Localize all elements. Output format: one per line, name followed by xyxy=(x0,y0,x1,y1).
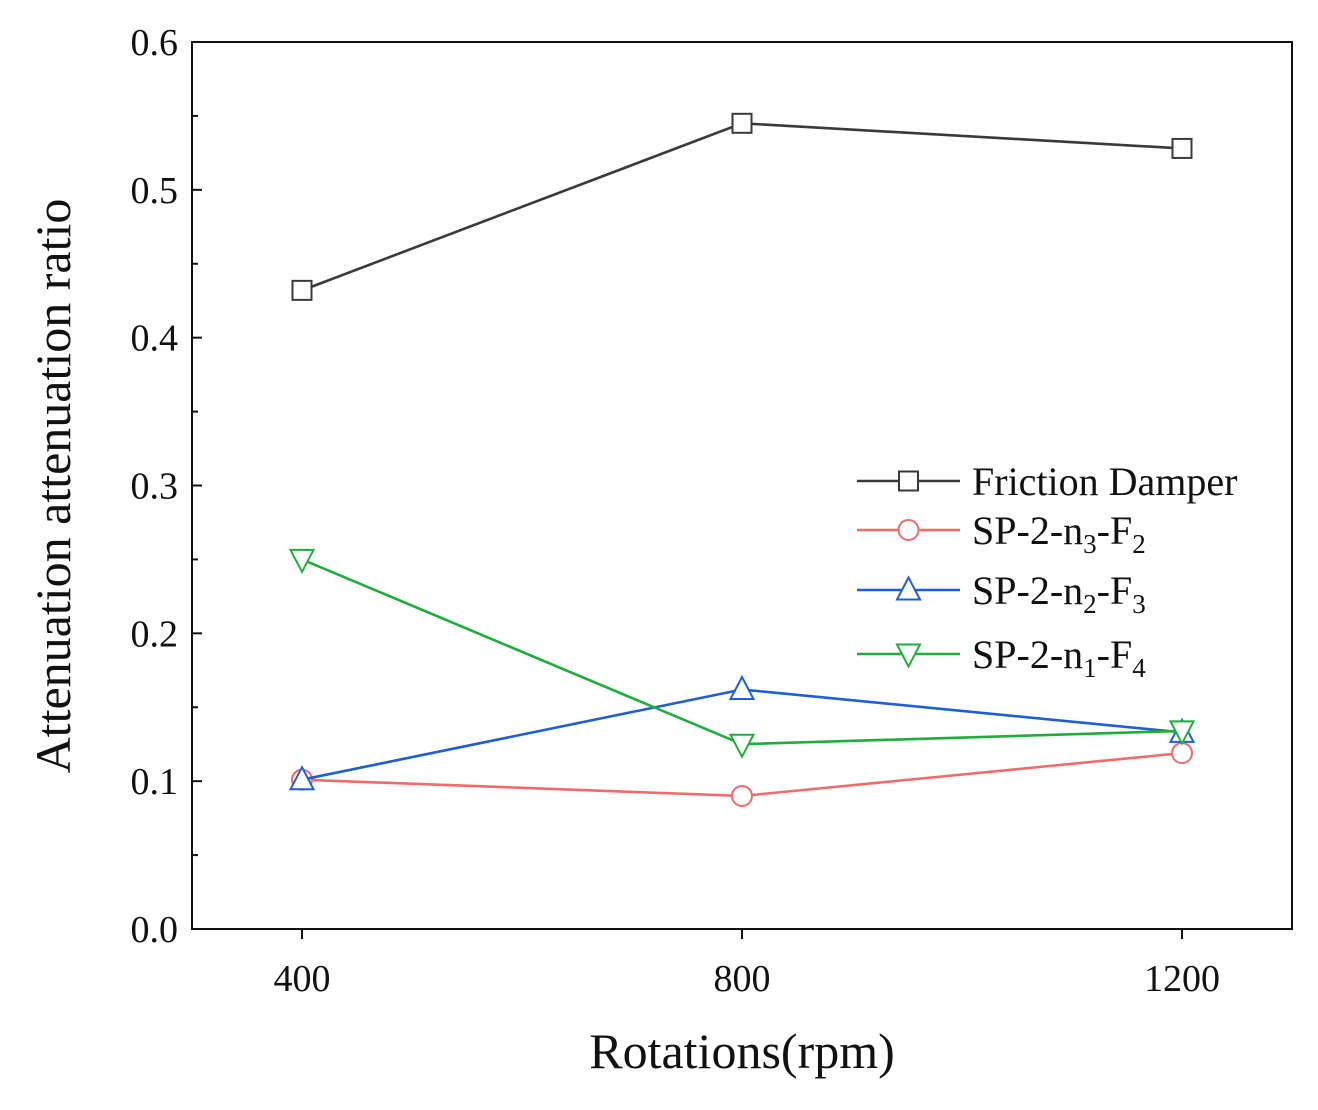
x-axis: 400 800 1200 xyxy=(274,929,1220,1000)
legend-marker xyxy=(897,519,920,541)
data-point xyxy=(731,784,753,807)
legend-label-subscript: 3 xyxy=(1083,529,1097,559)
x-axis-label: Rotations(rpm) xyxy=(589,1023,895,1079)
legend-label-text: SP-2-n xyxy=(972,632,1083,677)
data-point xyxy=(291,279,313,301)
legend-label: SP-2-n3-F2 xyxy=(972,508,1146,559)
data-point xyxy=(728,733,756,759)
x-tick-label: 1200 xyxy=(1144,958,1220,1000)
legend-label: Friction Damper xyxy=(972,459,1238,504)
y-tick-label: 0.0 xyxy=(131,909,179,951)
x-tick-label: 400 xyxy=(274,958,331,1000)
legend-label-text: -F xyxy=(1097,508,1133,553)
legend-label-text: -F xyxy=(1097,632,1133,677)
data-point xyxy=(288,548,316,575)
data-point xyxy=(1171,137,1193,159)
legend-label-subscript: 1 xyxy=(1083,653,1097,683)
y-tick-label: 0.1 xyxy=(131,761,179,803)
legend-label-subscript: 3 xyxy=(1132,589,1146,619)
data-point xyxy=(728,674,756,701)
legend-marker xyxy=(898,470,919,492)
legend-label-subscript: 2 xyxy=(1083,589,1097,619)
legend: Friction DamperSP-2-n3-F2SP-2-n2-F3SP-2-… xyxy=(857,459,1238,683)
legend-marker xyxy=(895,643,922,669)
y-axis: 0.0 0.1 0.2 0.3 0.4 0.5 0.6 xyxy=(131,22,202,951)
legend-marker xyxy=(895,575,922,601)
x-tick-label: 800 xyxy=(714,958,771,1000)
legend-label-text: Friction Damper xyxy=(972,459,1238,504)
series-2 xyxy=(288,674,1196,791)
legend-label-text: -F xyxy=(1097,568,1133,613)
y-tick-label: 0.3 xyxy=(131,466,179,508)
y-tick-label: 0.4 xyxy=(131,318,179,360)
legend-entry-0: Friction Damper xyxy=(857,459,1238,504)
series-0 xyxy=(291,112,1193,301)
y-tick-label: 0.2 xyxy=(131,613,179,655)
legend-entry-1: SP-2-n3-F2 xyxy=(857,508,1146,559)
y-axis-label: Attenuation attenuation ratio xyxy=(25,199,81,774)
y-tick-label: 0.6 xyxy=(131,22,179,64)
legend-label-subscript: 2 xyxy=(1132,529,1146,559)
legend-label-subscript: 4 xyxy=(1132,653,1146,683)
data-point xyxy=(731,112,753,134)
legend-entry-2: SP-2-n2-F3 xyxy=(857,568,1146,619)
legend-label: SP-2-n2-F3 xyxy=(972,568,1146,619)
data-point xyxy=(1168,720,1196,746)
legend-label: SP-2-n1-F4 xyxy=(972,632,1146,683)
legend-label-text: SP-2-n xyxy=(972,568,1083,613)
legend-entry-3: SP-2-n1-F4 xyxy=(857,632,1146,683)
series-layer xyxy=(288,112,1196,807)
data-point xyxy=(1171,742,1193,765)
series-line-0 xyxy=(301,121,1183,292)
series-3 xyxy=(288,548,1196,759)
data-point xyxy=(288,765,316,791)
y-tick-label: 0.5 xyxy=(131,170,179,212)
legend-label-text: SP-2-n xyxy=(972,508,1083,553)
